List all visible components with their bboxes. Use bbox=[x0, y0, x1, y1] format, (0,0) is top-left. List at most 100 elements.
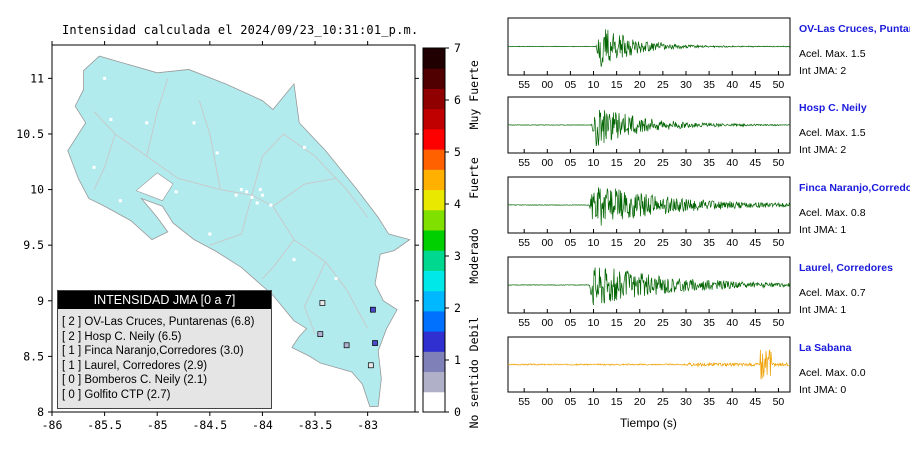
station-intensity: Int JMA: 0 bbox=[799, 384, 847, 396]
time-tick-label: 30 bbox=[680, 157, 692, 169]
time-tick-label: 10 bbox=[588, 157, 600, 169]
city-marker bbox=[250, 195, 254, 199]
y-tick-label: 10 bbox=[30, 183, 44, 197]
time-tick-label: 30 bbox=[680, 317, 692, 329]
time-tick-label: 55 bbox=[518, 79, 530, 91]
city-marker bbox=[258, 188, 262, 192]
x-tick-label: -83.5 bbox=[298, 418, 333, 432]
city-marker bbox=[260, 193, 264, 197]
time-tick-label: 10 bbox=[588, 396, 600, 408]
time-tick-label: 50 bbox=[773, 79, 785, 91]
colorbar-segment bbox=[423, 88, 445, 110]
time-tick-label: 15 bbox=[611, 237, 623, 249]
time-tick-label: 50 bbox=[773, 396, 785, 408]
legend-row: [ 0 ] Golfito CTP (2.7) bbox=[62, 388, 171, 401]
legend-row: [ 2 ] Hosp C. Neily (6.5) bbox=[62, 330, 182, 343]
colorbar-segment bbox=[423, 48, 445, 69]
colorbar-tick-label: 6 bbox=[454, 93, 461, 107]
x-tick-label: -84.5 bbox=[193, 418, 228, 432]
station-intensity: Int JMA: 2 bbox=[799, 144, 847, 156]
colorbar-segment bbox=[423, 351, 445, 373]
colorbar-segment bbox=[423, 68, 445, 89]
time-tick-label: 05 bbox=[565, 317, 577, 329]
colorbar-label: Debil bbox=[467, 317, 481, 352]
colorbar-segment bbox=[423, 331, 445, 352]
colorbar-segment bbox=[423, 371, 445, 393]
time-tick-label: 50 bbox=[773, 237, 785, 249]
colorbar-label: Muy Fuerte bbox=[467, 60, 481, 129]
colorbar-tick-label: 3 bbox=[454, 249, 461, 263]
colorbar-segment bbox=[423, 230, 445, 251]
colorbar-segment bbox=[423, 189, 445, 211]
colorbar-label: Fuerte bbox=[467, 157, 481, 199]
legend-row: [ 0 ] Bomberos C. Neily (2.1) bbox=[62, 374, 208, 387]
city-marker bbox=[208, 232, 212, 236]
legend-row: [ 1 ] Laurel, Corredores (2.9) bbox=[62, 359, 208, 372]
intensity-colorbar: 0 1 2 3 4 5 6 7 No sentido Debil Moderado Fuerte Muy… bbox=[422, 41, 481, 428]
intensity-legend: INTENSIDAD JMA [0 a 7] [ 2 ] OV-Las Cruc… bbox=[57, 290, 272, 409]
colorbar-tick-label: 2 bbox=[454, 301, 461, 315]
colorbar-segment bbox=[423, 310, 445, 332]
time-tick-label: 45 bbox=[749, 79, 761, 91]
time-tick-label: 40 bbox=[726, 79, 738, 91]
time-tick-label: 05 bbox=[565, 396, 577, 408]
city-marker bbox=[192, 121, 196, 125]
seismogram-trace-group: 55 00 05 10 15 20 25 30 35 40 45 50 bbox=[507, 96, 791, 169]
time-tick-label: 55 bbox=[518, 396, 530, 408]
map-frame bbox=[51, 44, 416, 413]
time-tick-label: 05 bbox=[565, 79, 577, 91]
colorbar-segment bbox=[423, 209, 445, 231]
time-tick-label: 40 bbox=[726, 157, 738, 169]
city-marker bbox=[103, 76, 107, 80]
road-line bbox=[251, 133, 369, 218]
road-line bbox=[146, 78, 169, 157]
time-tick-label: 15 bbox=[611, 79, 623, 91]
colorbar-segment bbox=[423, 250, 445, 271]
station-accel: Acel. Max. 0.0 bbox=[799, 367, 866, 379]
seismogram-panel: 55 00 05 10 15 20 25 30 35 40 45 50 55 00 05 10 15 20 25 30… bbox=[507, 17, 791, 408]
y-tick-label: 8 bbox=[37, 405, 44, 419]
city-marker bbox=[239, 188, 243, 192]
colorbar-label: Moderado bbox=[467, 228, 481, 283]
x-tick-label: -85.5 bbox=[87, 418, 122, 432]
colorbar-segment bbox=[423, 128, 445, 150]
city-marker bbox=[345, 171, 349, 175]
city-marker bbox=[245, 190, 249, 194]
station-marker bbox=[319, 300, 326, 306]
seismogram-waveform bbox=[507, 109, 790, 147]
gulf-of-nicoya bbox=[135, 172, 174, 202]
city-marker bbox=[215, 151, 219, 155]
road-line bbox=[209, 195, 253, 246]
time-tick-label: 45 bbox=[749, 157, 761, 169]
time-tick-label: 10 bbox=[588, 317, 600, 329]
time-tick-label: 00 bbox=[541, 157, 553, 169]
road-line bbox=[262, 239, 295, 279]
time-tick-label: 25 bbox=[657, 396, 669, 408]
station-name: Hosp C. Neily bbox=[799, 102, 867, 114]
time-tick-label: 10 bbox=[588, 237, 600, 249]
time-tick-label: 30 bbox=[680, 396, 692, 408]
colorbar-tick-label: 4 bbox=[454, 197, 461, 211]
city-marker bbox=[92, 165, 96, 169]
station-intensity: Int JMA: 1 bbox=[799, 224, 847, 236]
time-tick-label: 35 bbox=[703, 237, 715, 249]
station-marker bbox=[343, 342, 350, 349]
colorbar-segment bbox=[423, 108, 445, 130]
station-marker bbox=[372, 340, 378, 346]
legend-row: [ 2 ] OV-Las Cruces, Puntarenas (6.8) bbox=[62, 316, 255, 328]
time-tick-label: 10 bbox=[588, 79, 600, 91]
time-tick-label: 40 bbox=[726, 317, 738, 329]
time-tick-label: 55 bbox=[518, 157, 530, 169]
intensity-map: -86 -85.5 -85 -84.5 -84 -83.5 -83 11 10.5 10 9.5 9 8… bbox=[16, 41, 419, 432]
station-name: La Sabana bbox=[799, 342, 852, 354]
road-line bbox=[304, 261, 326, 335]
time-tick-label: 20 bbox=[634, 237, 646, 249]
time-tick-label: 15 bbox=[611, 396, 623, 408]
y-tick-label: 11 bbox=[30, 71, 44, 85]
station-accel: Acel. Max. 1.5 bbox=[799, 127, 866, 139]
colorbar-segment bbox=[423, 391, 445, 413]
map-title: Intensidad calculada el 2024/09/23_10:31… bbox=[62, 23, 419, 37]
time-tick-label: 00 bbox=[541, 396, 553, 408]
time-tick-label: 45 bbox=[749, 317, 761, 329]
legend-row: [ 1 ] Finca Naranjo,Corredores (3.0) bbox=[62, 345, 244, 358]
